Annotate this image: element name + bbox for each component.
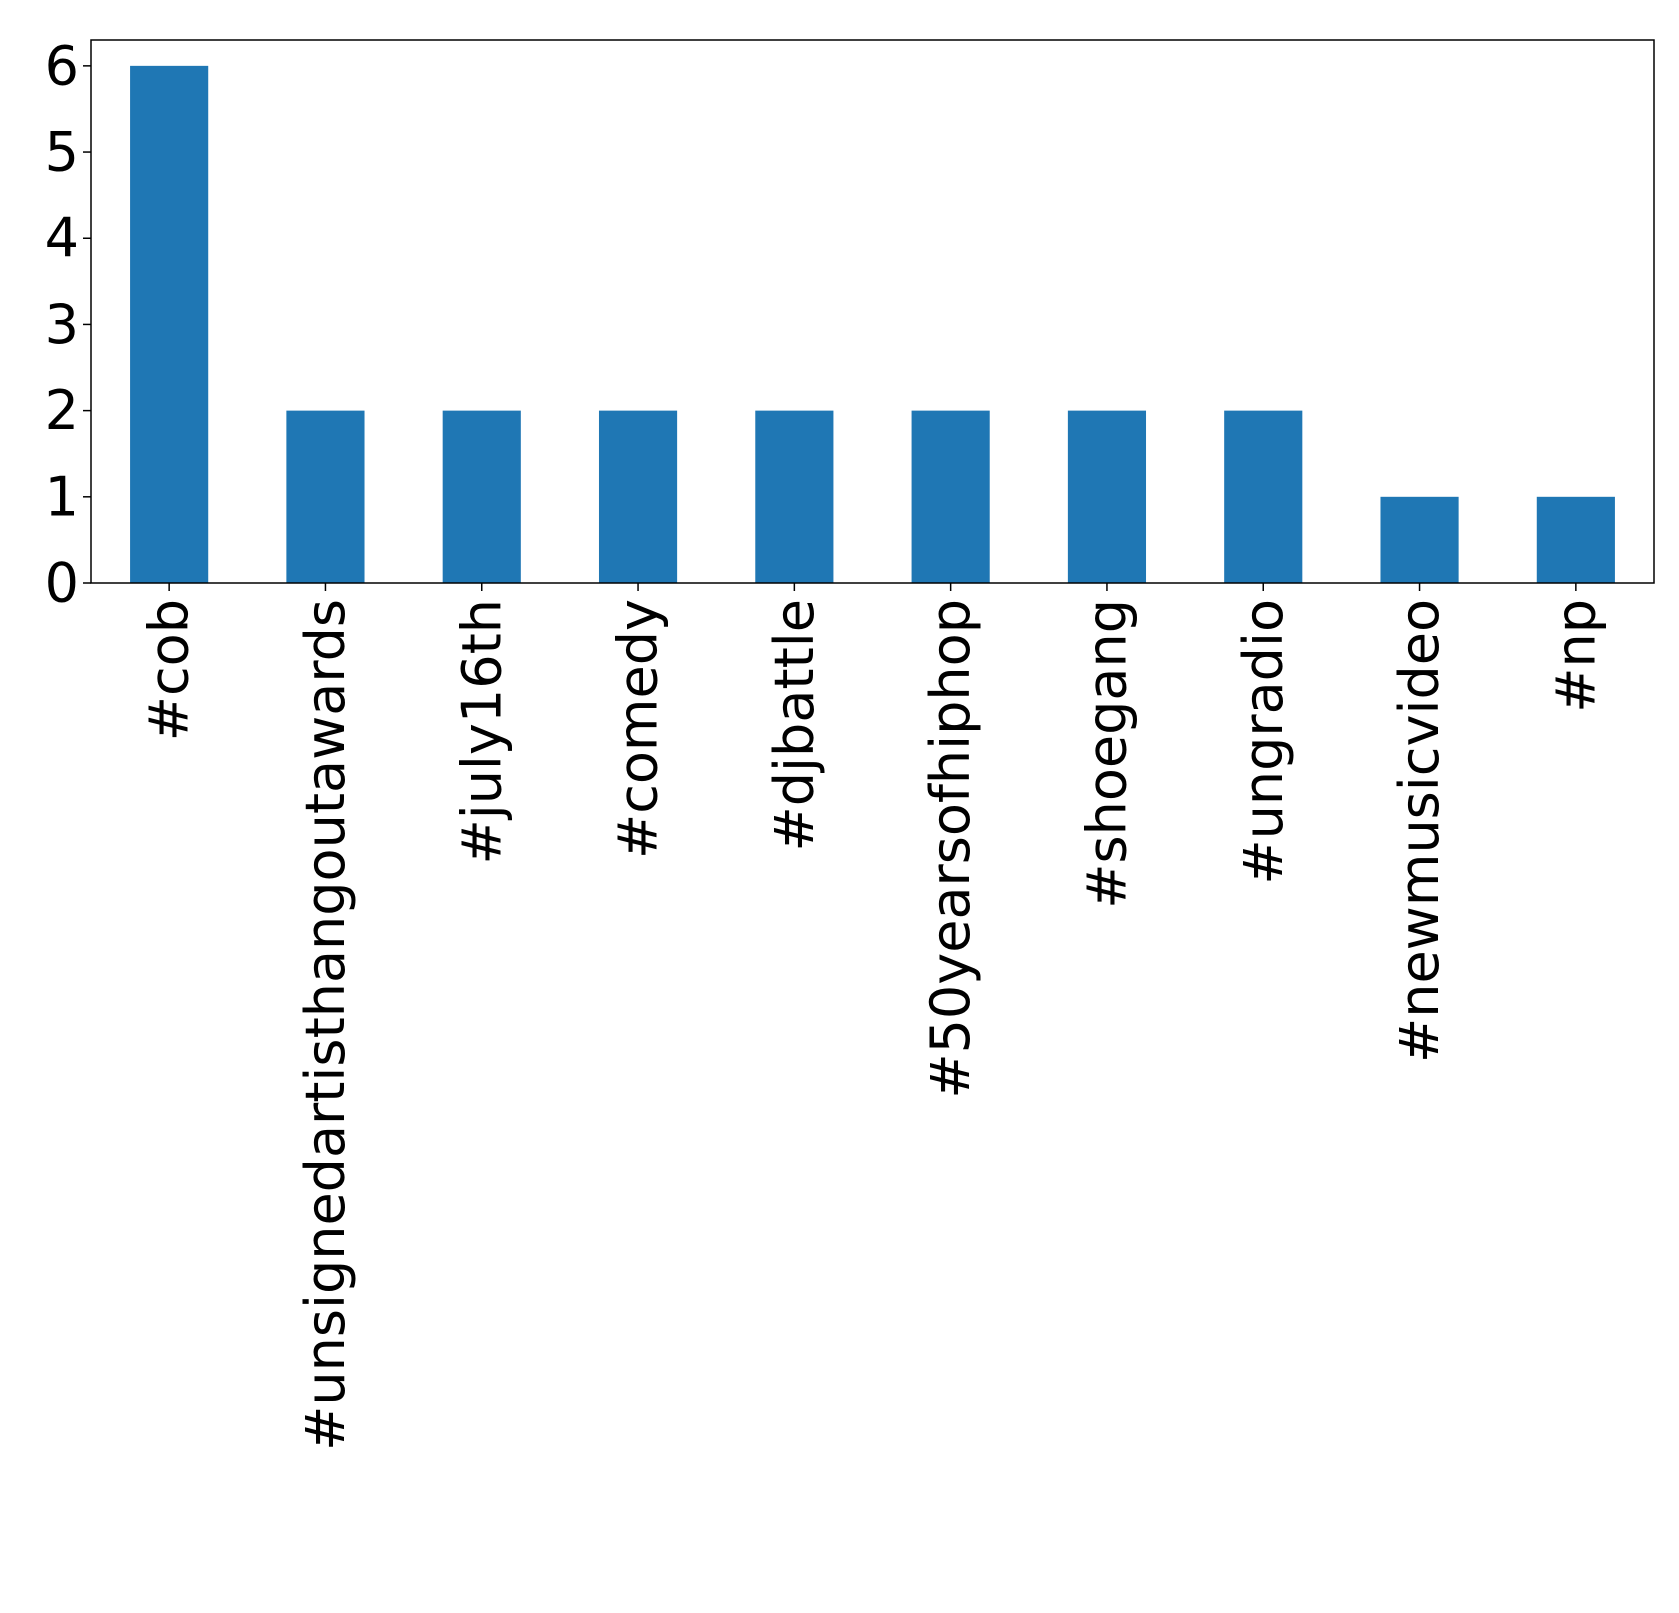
x-tick-label: #newmusicvideo: [1388, 599, 1451, 1063]
bar-np: [1536, 496, 1615, 583]
y-tick-label: 0: [45, 552, 79, 615]
x-tick-label: #ungradio: [1232, 599, 1295, 885]
bar-cob: [130, 65, 209, 584]
bar-shoegang: [1067, 410, 1147, 583]
y-tick-label: 6: [45, 34, 79, 97]
bar-newmusicvideo: [1380, 496, 1459, 583]
plot-frame: [90, 39, 1655, 584]
y-axis: 0 1 2 3 4 5 6: [45, 34, 91, 615]
y-tick-label: 2: [45, 379, 79, 442]
x-tick-label: #shoegang: [1075, 599, 1138, 909]
x-tick-label: #50yearsofhiphop: [919, 599, 982, 1099]
x-tick-label: #comedy: [607, 599, 670, 859]
x-tick-label: #cob: [138, 599, 201, 741]
bar-july16th: [442, 410, 521, 583]
y-tick-label: 4: [45, 207, 79, 270]
x-tick-label: #july16th: [450, 599, 513, 865]
bar-djbattle: [755, 410, 834, 583]
bars-group: [130, 65, 1615, 584]
y-tick-label: 1: [45, 465, 79, 528]
y-tick-label: 3: [45, 293, 79, 356]
y-tick-label: 5: [45, 121, 79, 184]
bar-comedy: [598, 410, 678, 583]
bar-unsignedartisthangoutawards: [286, 410, 365, 583]
x-axis: #cob #unsignedartisthangoutawards #july16t…: [138, 583, 1607, 1451]
x-tick-label: #djbattle: [763, 599, 826, 851]
x-tick-label: #np: [1544, 599, 1607, 713]
bar-ungradio: [1224, 410, 1303, 583]
x-tick-label: #unsignedartisthangoutawards: [294, 599, 357, 1451]
bar-50yearsofhiphop: [911, 410, 990, 583]
